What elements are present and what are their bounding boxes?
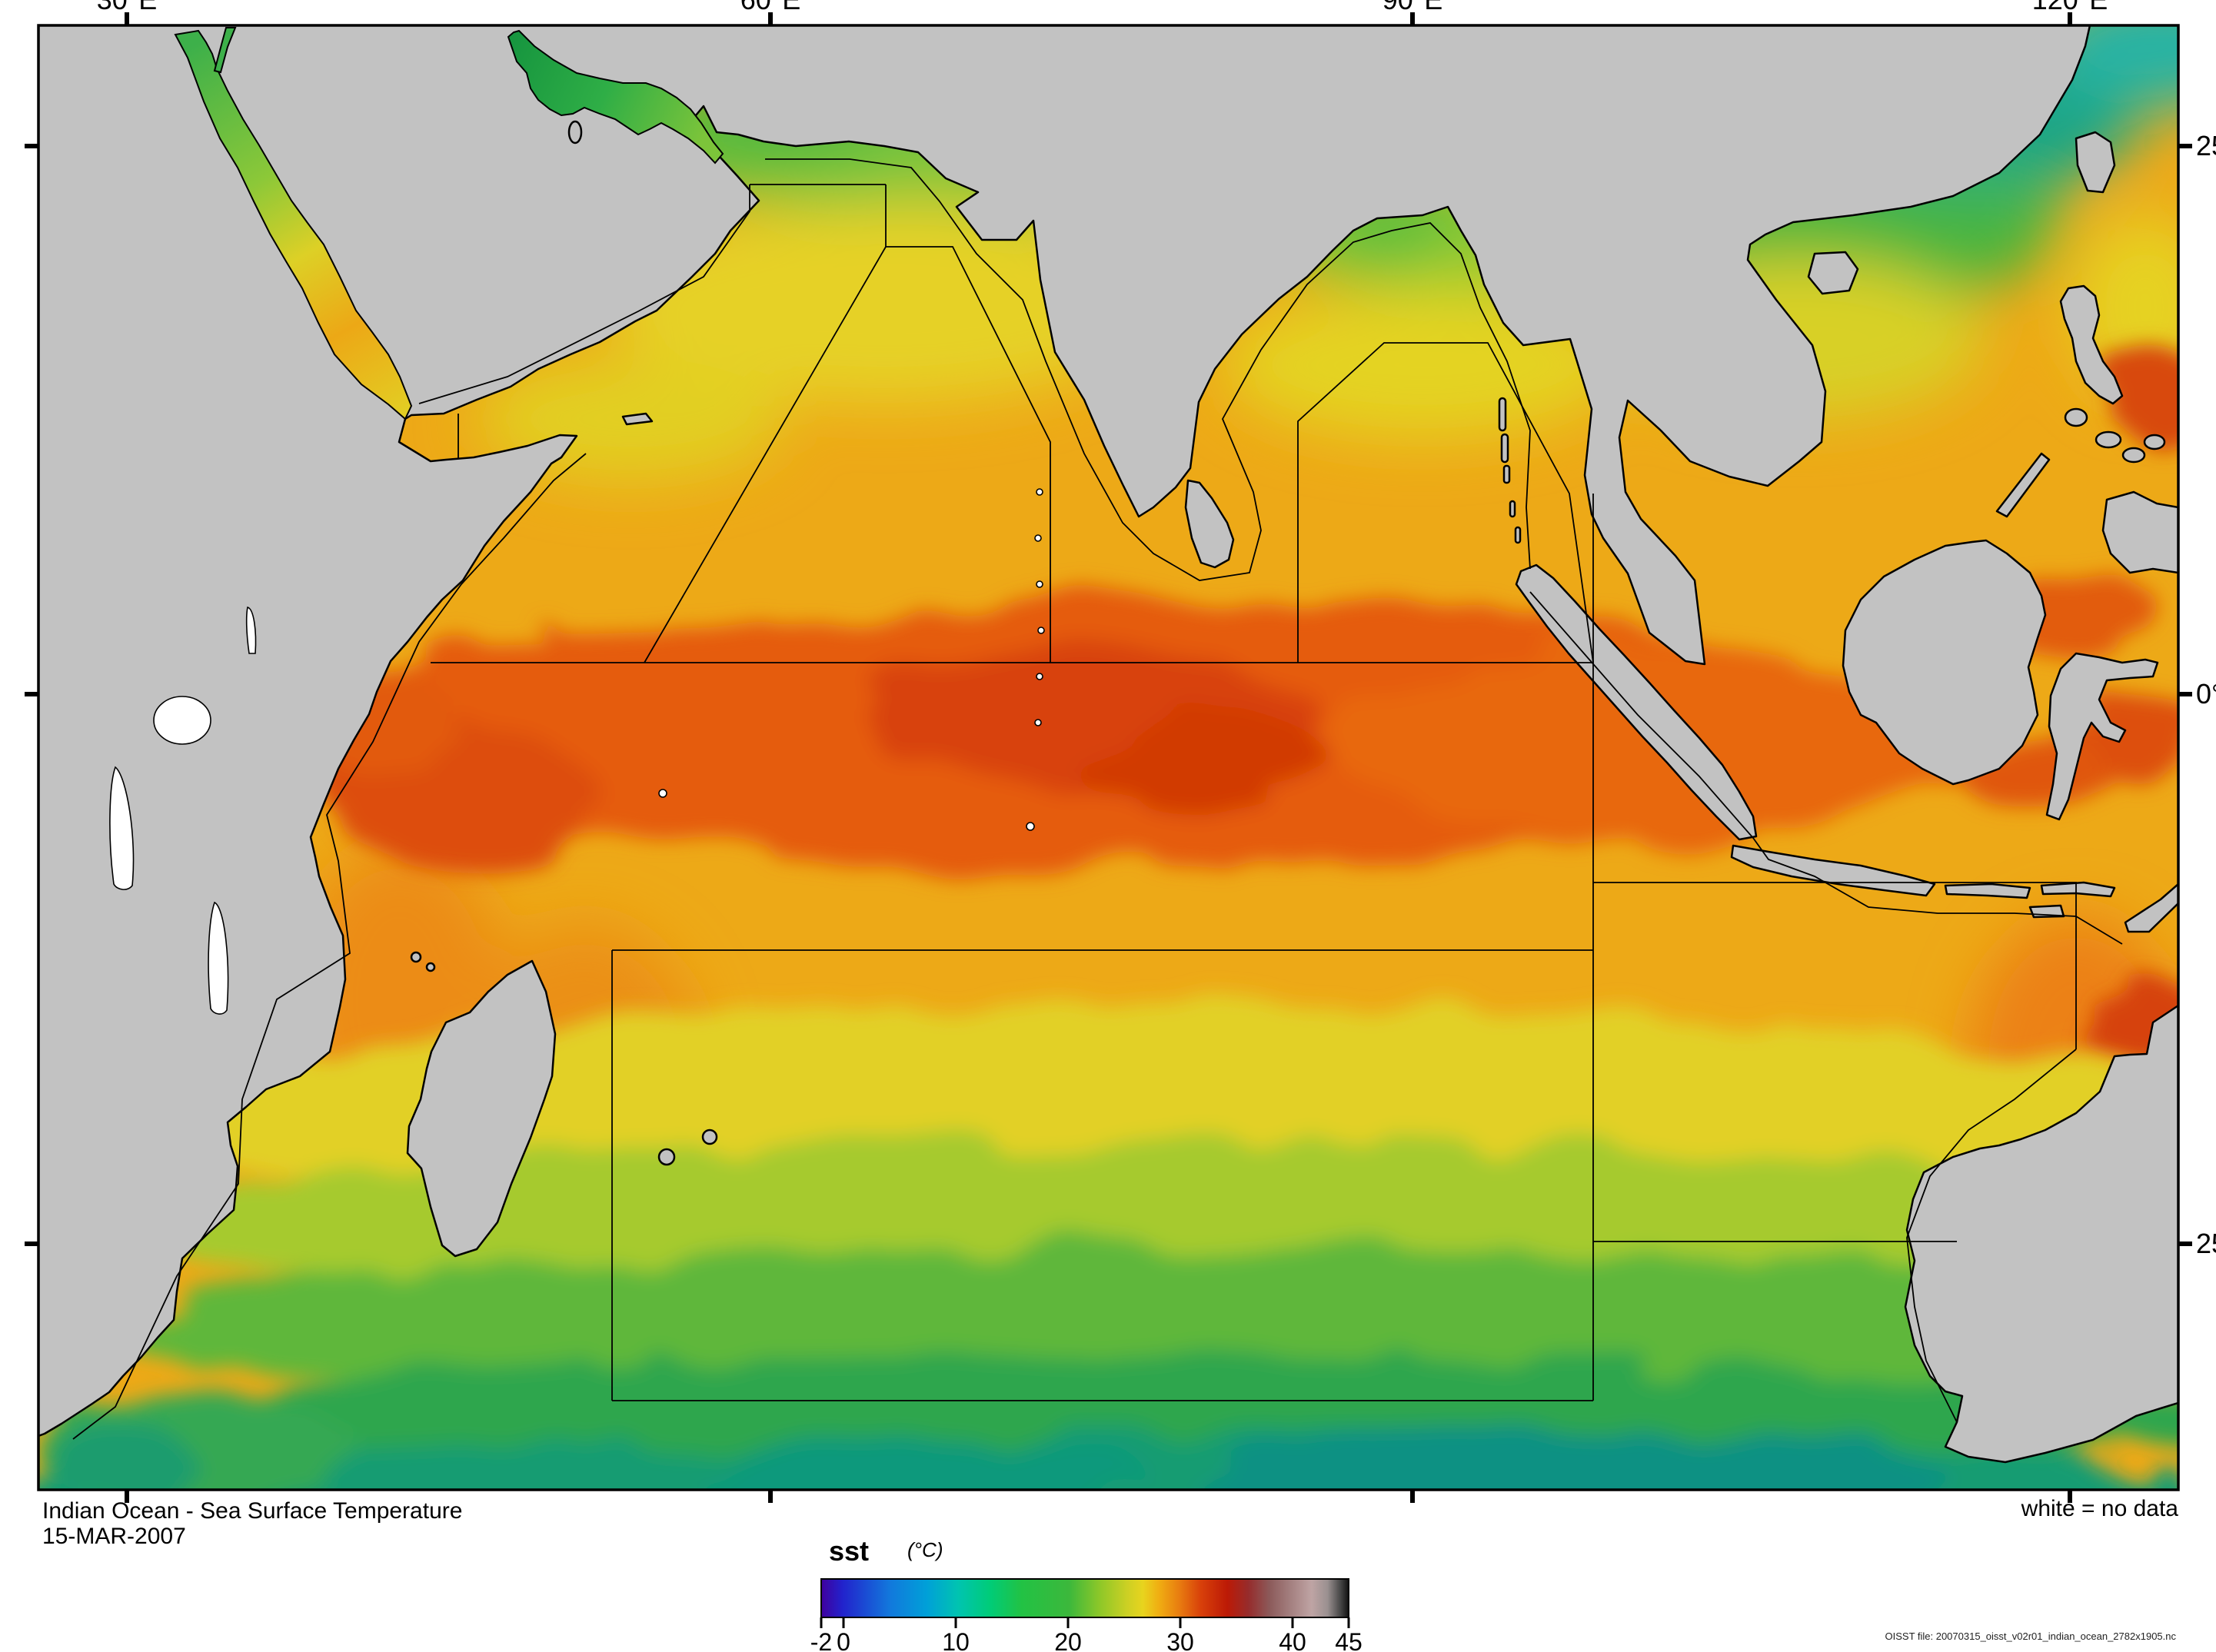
seychelles bbox=[658, 789, 667, 798]
land-andaman-1 bbox=[1498, 397, 1507, 432]
land-timor bbox=[2124, 883, 2178, 933]
land-hainan bbox=[1807, 251, 1859, 295]
cb-tick-0: 0 bbox=[837, 1628, 850, 1652]
maldives-6 bbox=[1034, 719, 1042, 726]
land-visayas-3 bbox=[2143, 434, 2166, 450]
land-luzon bbox=[2059, 284, 2124, 405]
land-visayas-1 bbox=[2095, 430, 2122, 449]
lat-label-25s: 25° bbox=[2196, 1228, 2216, 1259]
lon-label-90e: 90°E bbox=[1383, 0, 1442, 15]
lake-tanganyika bbox=[109, 766, 135, 890]
map-title: Indian Ocean - Sea Surface Temperature bbox=[42, 1498, 462, 1524]
land-australia bbox=[1904, 1004, 2178, 1464]
land-palawan bbox=[1995, 452, 2051, 518]
land-sumatra bbox=[1515, 563, 1758, 841]
sea-gulf-of-aqaba bbox=[213, 27, 237, 74]
colorbar-ticks bbox=[820, 1617, 1350, 1628]
cb-tick-20: 20 bbox=[1054, 1628, 1082, 1652]
land-nicobar-1 bbox=[1509, 500, 1516, 518]
land-taiwan bbox=[2075, 131, 2116, 194]
sea-red-sea bbox=[174, 29, 413, 420]
lat-label-0: 0° bbox=[2196, 678, 2216, 710]
land-qatar bbox=[567, 120, 583, 145]
top-axis-labels: 30°E 60°E 90°E 120°E bbox=[97, 0, 2108, 15]
land-borneo bbox=[1842, 539, 2047, 786]
map-frame bbox=[25, 12, 2192, 1503]
land-comoros-2 bbox=[425, 962, 436, 972]
maldives-4 bbox=[1037, 627, 1045, 634]
land-socotra bbox=[621, 412, 654, 426]
cb-tick-30: 30 bbox=[1166, 1628, 1194, 1652]
lakes-no-data bbox=[109, 488, 1045, 1015]
colorbar-gradient bbox=[820, 1578, 1349, 1618]
marginal-seas bbox=[174, 27, 724, 420]
sea-persian-gulf bbox=[507, 29, 724, 165]
land-reunion bbox=[657, 1148, 676, 1166]
land-sri-lanka bbox=[1184, 479, 1235, 569]
maldives-5 bbox=[1036, 673, 1043, 680]
cb-tick-40: 40 bbox=[1279, 1628, 1306, 1652]
lake-victoria bbox=[153, 696, 211, 745]
maldives-2 bbox=[1034, 534, 1042, 542]
maldives-3 bbox=[1036, 580, 1043, 588]
region-boundary-lines bbox=[72, 158, 2123, 1440]
no-data-note: white = no data bbox=[2021, 1496, 2179, 1521]
land-nicobar-2 bbox=[1514, 526, 1522, 544]
colorbar-tick-labels: -2 0 10 20 30 40 45 bbox=[810, 1628, 1363, 1652]
land-mindanao bbox=[2101, 490, 2178, 574]
colorbar: sst (°C) -2 0 10 20 30 40 45 bbox=[810, 1535, 1363, 1652]
lat-label-25n: 25° bbox=[2196, 130, 2216, 161]
lon-label-120e: 120°E bbox=[2032, 0, 2108, 15]
land-mauritius bbox=[701, 1128, 718, 1145]
source-file-note: OISST file: 20070315_oisst_v02r01_indian… bbox=[1885, 1630, 2177, 1642]
lake-malawi bbox=[208, 901, 229, 1015]
land-sulawesi bbox=[2045, 652, 2159, 821]
axis-ticks bbox=[25, 12, 2192, 1503]
colorbar-units: (°C) bbox=[907, 1538, 943, 1561]
land-lesser-sunda bbox=[1944, 883, 2031, 899]
land-andaman-2 bbox=[1500, 433, 1509, 464]
cb-tick-neg2: -2 bbox=[810, 1628, 832, 1652]
chagos bbox=[1026, 822, 1035, 831]
land-andaman-3 bbox=[1502, 464, 1511, 484]
colorbar-label: sst bbox=[829, 1535, 869, 1567]
land-visayas-2 bbox=[2121, 447, 2146, 464]
land-flores bbox=[2040, 881, 2116, 898]
lon-label-60e: 60°E bbox=[740, 0, 800, 15]
cb-tick-45: 45 bbox=[1335, 1628, 1363, 1652]
cb-tick-10: 10 bbox=[942, 1628, 970, 1652]
land-mindoro bbox=[2064, 407, 2088, 427]
lake-turkana bbox=[245, 607, 257, 654]
right-axis-labels: 25° 0° 25° bbox=[2196, 130, 2216, 1259]
land-madagascar bbox=[406, 959, 557, 1258]
maldives-1 bbox=[1036, 488, 1043, 496]
land-comoros-1 bbox=[410, 951, 422, 963]
map-date: 15-MAR-2007 bbox=[42, 1524, 186, 1549]
lon-label-30e: 30°E bbox=[97, 0, 157, 15]
